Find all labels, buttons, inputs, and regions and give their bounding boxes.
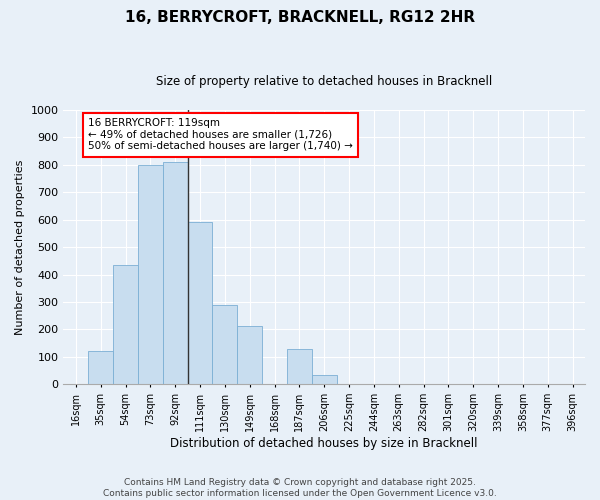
Y-axis label: Number of detached properties: Number of detached properties <box>15 160 25 335</box>
Title: Size of property relative to detached houses in Bracknell: Size of property relative to detached ho… <box>156 75 493 88</box>
Text: 16 BERRYCROFT: 119sqm
← 49% of detached houses are smaller (1,726)
50% of semi-d: 16 BERRYCROFT: 119sqm ← 49% of detached … <box>88 118 353 152</box>
Bar <box>312 374 337 384</box>
Bar <box>212 305 237 384</box>
Bar <box>163 162 188 384</box>
Bar <box>237 326 262 384</box>
Text: 16, BERRYCROFT, BRACKNELL, RG12 2HR: 16, BERRYCROFT, BRACKNELL, RG12 2HR <box>125 10 475 25</box>
Bar <box>188 222 212 384</box>
Bar <box>138 165 163 384</box>
Bar <box>113 265 138 384</box>
Text: Contains HM Land Registry data © Crown copyright and database right 2025.
Contai: Contains HM Land Registry data © Crown c… <box>103 478 497 498</box>
Bar <box>88 352 113 384</box>
X-axis label: Distribution of detached houses by size in Bracknell: Distribution of detached houses by size … <box>170 437 478 450</box>
Bar <box>287 348 312 384</box>
